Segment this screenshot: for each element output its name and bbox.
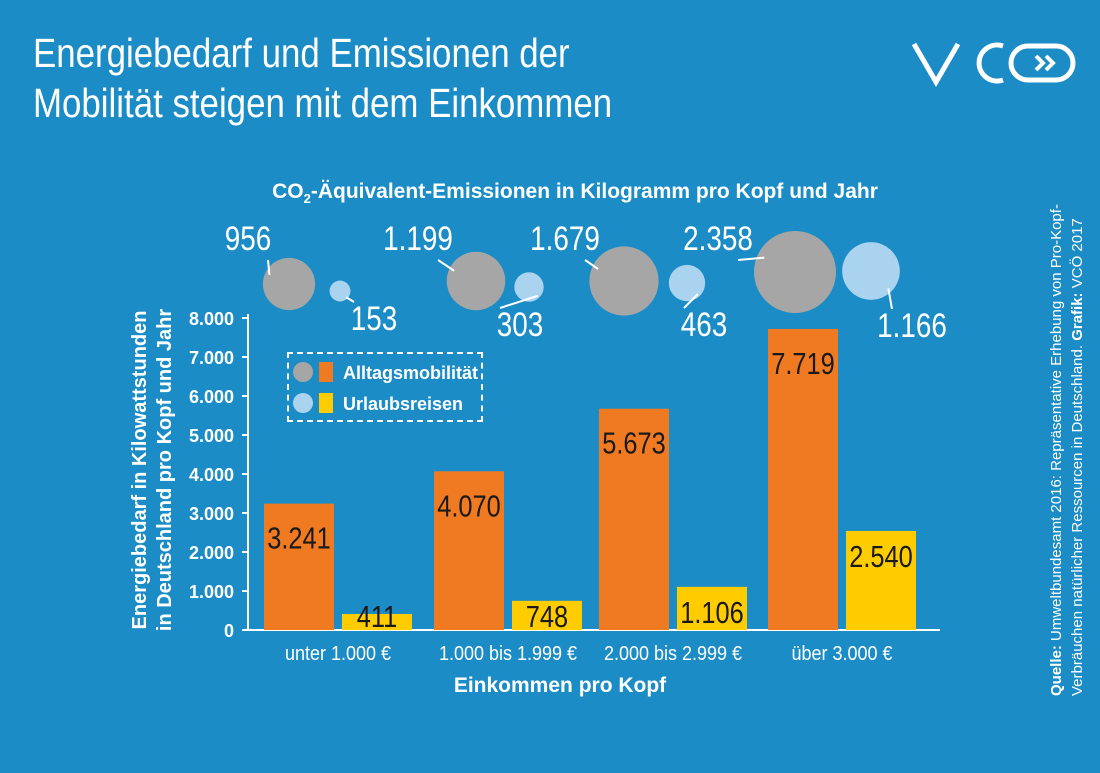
bar-urlaub [342, 613, 412, 630]
co2-leader-line [499, 294, 539, 309]
source-text-1: Umweltbundesamt 2016: Repräsentative Erh… [1048, 204, 1065, 646]
co2-bubble-alltag [446, 251, 506, 311]
bar-value-label: 7.719 [771, 347, 835, 382]
y-tick-label: 8.000 [189, 309, 234, 329]
co2-title: CO2-Äquivalent-Emissionen in Kilogramm p… [230, 180, 920, 206]
y-axis-title-line2: in Deutschland pro Kopf und Jahr [154, 309, 176, 631]
co2-bubble-alltag [589, 246, 659, 316]
co2-value-label-urlaub: 463 [681, 305, 728, 343]
y-tick-label: 4.000 [189, 465, 234, 485]
co2-leader-line [887, 288, 893, 310]
bar-value-label: 4.070 [437, 489, 501, 524]
co2-bubble-urlaub [329, 280, 351, 302]
co2-bubble-urlaub [514, 272, 544, 302]
co2-value-label-urlaub: 1.166 [877, 306, 947, 344]
x-tick-label: 2.000 bis 2.999 € [604, 643, 742, 665]
legend-bubble-urlaub [293, 393, 313, 413]
bar-alltag [599, 408, 669, 630]
source-text-2: Verbräuchen natürlicher Ressourcen in De… [1069, 340, 1086, 696]
co2-title-prefix: CO [272, 180, 304, 203]
co2-leader-line [345, 296, 355, 303]
bar-value-label: 1.106 [680, 596, 744, 631]
co2-leader-line [437, 259, 455, 272]
y-axis-title-line1: Energiebedarf in Kilowattstunden [129, 311, 151, 630]
co2-value-label-urlaub: 303 [497, 305, 544, 343]
legend-swatch-alltag [319, 362, 333, 382]
co2-leader-line [584, 259, 599, 270]
bar-alltag [264, 503, 334, 630]
x-tick-label: unter 1.000 € [285, 643, 391, 665]
bar-urlaub [512, 600, 582, 630]
source-label: Quelle: [1048, 645, 1065, 696]
co2-leader-line [737, 256, 765, 261]
co2-leader-line [267, 259, 271, 275]
bar-alltag [434, 471, 504, 630]
bar-urlaub [677, 586, 747, 630]
co2-value-label-alltag: 1.679 [530, 219, 600, 257]
co2-bubble-alltag [754, 231, 836, 313]
graphic-label: Grafik: [1069, 292, 1086, 341]
co2-title-suffix: -Äquivalent-Emissionen in Kilogramm pro … [310, 180, 878, 203]
y-tick-label: 3.000 [189, 504, 234, 524]
x-tick-label: 1.000 bis 1.999 € [439, 643, 577, 665]
legend-bubble-alltag [293, 362, 313, 382]
x-tick-label: über 3.000 € [791, 643, 892, 665]
graphic-text: VCÖ 2017 [1069, 218, 1086, 293]
legend-label-urlaub: Urlaubsreisen [343, 394, 463, 414]
page-title-line2: Mobilität steigen mit dem Einkommen [33, 80, 613, 126]
co2-bubble-urlaub [668, 264, 706, 302]
y-tick-label: 1.000 [189, 582, 234, 602]
bar-value-label: 748 [526, 600, 568, 635]
bar-urlaub [846, 530, 916, 630]
bar-value-label: 411 [357, 600, 398, 635]
page-title: Energiebedarf und Emissionen der Mobilit… [33, 28, 612, 128]
co2-value-label-urlaub: 153 [351, 299, 398, 337]
source-note: Quelle: Umweltbundesamt 2016: Repräsenta… [1046, 176, 1088, 696]
co2-leader-line [683, 293, 699, 309]
y-tick-label: 6.000 [189, 387, 234, 407]
bar-alltag [768, 328, 838, 630]
bar-value-label: 5.673 [602, 426, 666, 461]
legend [287, 352, 483, 422]
y-tick-label: 7.000 [189, 348, 234, 368]
bar-value-label: 3.241 [267, 521, 331, 556]
co2-value-label-alltag: 2.358 [683, 219, 753, 257]
co2-value-label-alltag: 1.199 [383, 219, 453, 257]
page-title-line1: Energiebedarf und Emissionen der [33, 30, 570, 76]
vcoe-logo-icon [911, 42, 1076, 87]
y-tick-label: 5.000 [189, 426, 234, 446]
y-tick-label: 2.000 [189, 543, 234, 563]
co2-bubble-alltag [262, 257, 316, 311]
co2-bubble-urlaub [842, 242, 900, 300]
co2-value-label-alltag: 956 [225, 219, 272, 257]
x-axis-title: Einkommen pro Kopf [454, 674, 667, 697]
co2-title-subscript: 2 [303, 191, 311, 207]
y-tick-label: 0 [224, 621, 234, 641]
legend-swatch-urlaub [319, 393, 333, 413]
bar-value-label: 2.540 [849, 540, 913, 575]
legend-label-alltag: Alltagsmobilität [343, 363, 478, 383]
